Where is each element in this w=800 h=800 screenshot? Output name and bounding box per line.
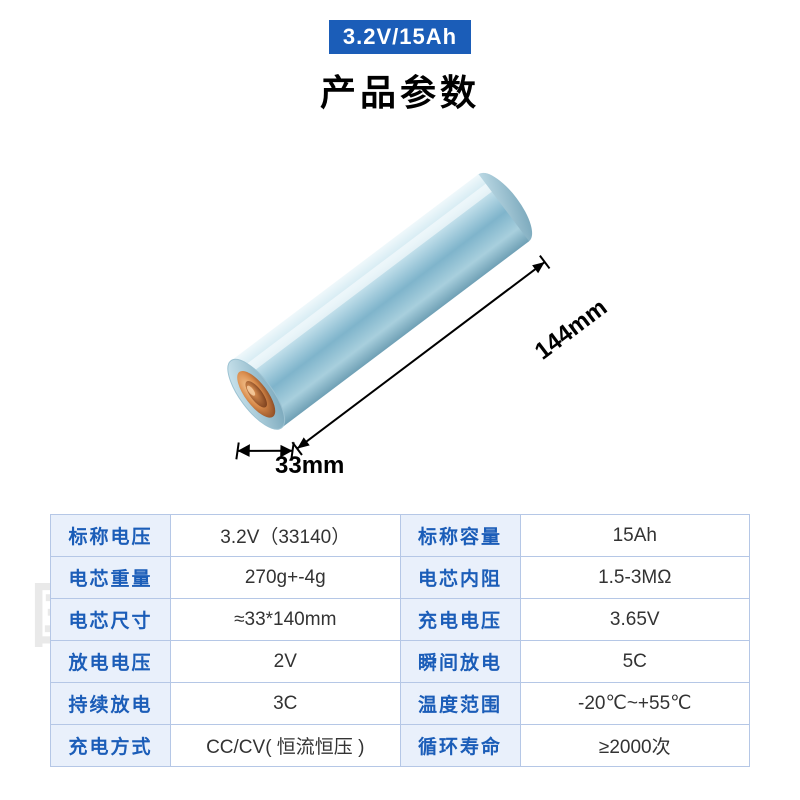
spec-label: 电芯尺寸 xyxy=(51,599,171,641)
spec-value: 3.65V xyxy=(520,599,750,641)
spec-value: -20℃~+55℃ xyxy=(520,683,750,725)
spec-table: 标称电压3.2V（33140）标称容量15Ah电芯重量270g+-4g电芯内阻1… xyxy=(50,514,750,767)
spec-badge: 3.2V/15Ah xyxy=(329,20,471,54)
table-row: 持续放电3C温度范围-20℃~+55℃ xyxy=(51,683,750,725)
spec-value: 5C xyxy=(520,641,750,683)
spec-label: 放电电压 xyxy=(51,641,171,683)
table-row: 放电电压2V瞬间放电5C xyxy=(51,641,750,683)
battery-svg xyxy=(80,126,720,506)
dimension-diameter-label: 33mm xyxy=(275,452,344,480)
spec-label: 电芯内阻 xyxy=(400,557,520,599)
spec-value: 2V xyxy=(171,641,401,683)
spec-label: 标称电压 xyxy=(51,515,171,557)
spec-value: 270g+-4g xyxy=(171,557,401,599)
spec-value: ≥2000次 xyxy=(520,725,750,767)
page-title: 产品参数 xyxy=(320,64,480,116)
spec-value: ≈33*140mm xyxy=(171,599,401,641)
table-row: 标称电压3.2V（33140）标称容量15Ah xyxy=(51,515,750,557)
page-root: 3.2V/15Ah 产品参数 xyxy=(0,0,800,800)
spec-value: CC/CV( 恒流恒压 ) xyxy=(171,725,401,767)
spec-label: 瞬间放电 xyxy=(400,641,520,683)
table-row: 电芯尺寸≈33*140mm充电电压3.65V xyxy=(51,599,750,641)
spec-label: 充电电压 xyxy=(400,599,520,641)
spec-label: 充电方式 xyxy=(51,725,171,767)
spec-label: 温度范围 xyxy=(400,683,520,725)
battery-illustration: 144mm 33mm xyxy=(80,126,720,506)
spec-label: 持续放电 xyxy=(51,683,171,725)
spec-value: 3.2V（33140） xyxy=(171,515,401,557)
spec-value: 1.5-3MΩ xyxy=(520,557,750,599)
spec-value: 3C xyxy=(171,683,401,725)
spec-value: 15Ah xyxy=(520,515,750,557)
table-row: 充电方式CC/CV( 恒流恒压 )循环寿命≥2000次 xyxy=(51,725,750,767)
table-row: 电芯重量270g+-4g电芯内阻1.5-3MΩ xyxy=(51,557,750,599)
spec-label: 电芯重量 xyxy=(51,557,171,599)
spec-label: 标称容量 xyxy=(400,515,520,557)
spec-label: 循环寿命 xyxy=(400,725,520,767)
